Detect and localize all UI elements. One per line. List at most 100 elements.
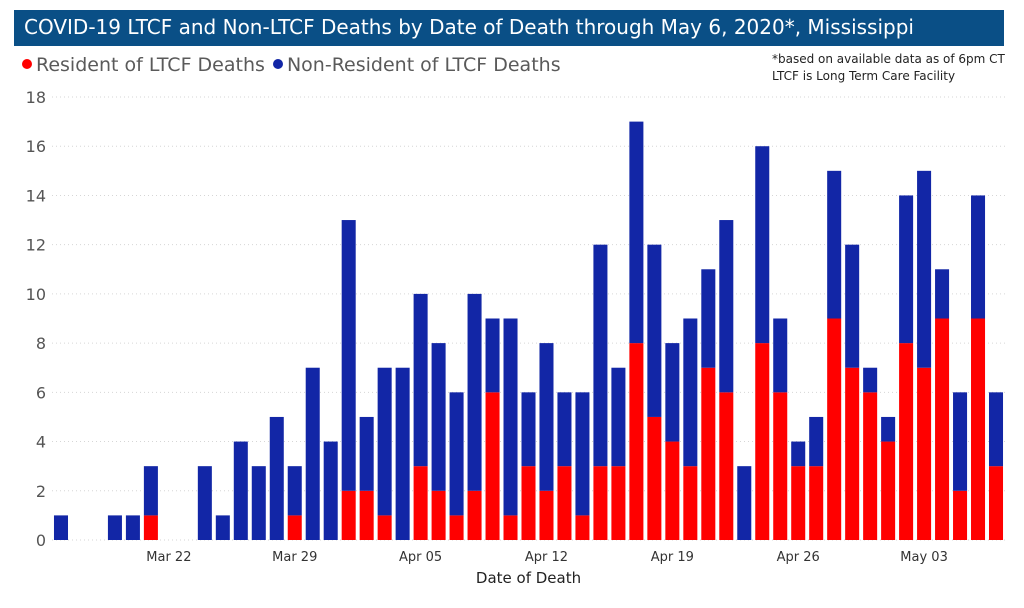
legend-dot-resident [22,59,32,69]
bar-resident-apr-03[interactable] [377,515,392,540]
bar-non-resident-mar-25[interactable] [215,515,230,540]
bar-non-resident-mar-16[interactable] [53,515,69,540]
bar-resident-apr-30[interactable] [863,392,878,540]
bar-non-resident-may-01[interactable] [881,416,896,442]
bar-non-resident-apr-05[interactable] [413,293,428,467]
bar-resident-apr-21[interactable] [701,367,716,540]
bar-non-resident-apr-22[interactable] [719,220,734,393]
bar-resident-apr-15[interactable] [593,466,608,540]
bar-resident-apr-28[interactable] [827,318,842,541]
bar-non-resident-may-03[interactable] [917,170,932,368]
bar-non-resident-apr-04[interactable] [395,367,410,540]
y-tick-label: 14 [26,186,46,205]
bar-non-resident-apr-27[interactable] [809,416,824,467]
bar-non-resident-apr-06[interactable] [431,343,446,491]
bar-non-resident-apr-23[interactable] [737,466,752,540]
bar-non-resident-apr-19[interactable] [665,343,680,442]
bar-resident-apr-10[interactable] [503,515,518,540]
bar-non-resident-apr-25[interactable] [773,318,788,393]
bar-resident-may-02[interactable] [899,343,914,540]
bar-non-resident-mar-29[interactable] [287,466,302,516]
bar-non-resident-apr-21[interactable] [701,269,716,368]
bar-non-resident-may-06[interactable] [971,195,986,319]
bar-resident-may-05[interactable] [953,490,968,540]
bar-non-resident-apr-13[interactable] [557,392,572,467]
bar-non-resident-mar-26[interactable] [233,441,248,540]
x-tick-label: Apr 05 [399,550,442,565]
chart-title: COVID-19 LTCF and Non-LTCF Deaths by Dat… [24,15,914,39]
bar-resident-apr-25[interactable] [773,392,788,540]
bar-resident-apr-17[interactable] [629,343,644,540]
bar-non-resident-mar-30[interactable] [305,367,320,540]
bar-non-resident-apr-07[interactable] [449,392,464,516]
bar-resident-apr-05[interactable] [413,466,428,540]
bar-non-resident-apr-03[interactable] [377,367,392,516]
bar-resident-apr-13[interactable] [557,466,572,540]
bar-resident-mar-21[interactable] [143,515,158,540]
bar-non-resident-apr-08[interactable] [467,293,482,491]
bar-resident-mar-29[interactable] [287,515,302,540]
bar-non-resident-apr-20[interactable] [683,318,698,467]
bar-non-resident-mar-27[interactable] [251,466,266,540]
bar-non-resident-apr-24[interactable] [755,146,770,344]
bar-resident-may-04[interactable] [935,318,950,541]
bar-non-resident-apr-11[interactable] [521,392,536,467]
bar-non-resident-apr-02[interactable] [359,416,374,491]
bar-non-resident-apr-10[interactable] [503,318,518,516]
legend-item-non-resident[interactable]: Non-Resident of LTCF Deaths [272,54,561,76]
bar-resident-apr-11[interactable] [521,466,536,540]
bar-non-resident-apr-12[interactable] [539,343,554,491]
legend-item-resident[interactable]: Resident of LTCF Deaths [22,54,265,76]
bar-resident-52[interactable] [988,466,1004,540]
bar-non-resident-mar-20[interactable] [125,515,140,540]
y-tick-label: 18 [26,88,46,107]
bar-non-resident-may-04[interactable] [935,269,950,319]
bar-non-resident-apr-09[interactable] [485,318,500,393]
bar-non-resident-apr-18[interactable] [647,244,662,417]
bar-resident-apr-06[interactable] [431,490,446,540]
bar-resident-apr-08[interactable] [467,490,482,540]
bar-resident-apr-07[interactable] [449,515,464,540]
bar-non-resident-apr-26[interactable] [791,441,806,467]
bar-resident-apr-12[interactable] [539,490,554,540]
bar-resident-apr-14[interactable] [575,515,590,540]
bar-resident-apr-16[interactable] [611,466,626,540]
footnote-ltcf-definition: LTCF is Long Term Care Facility [772,69,956,83]
bar-non-resident-mar-31[interactable] [323,441,338,540]
bar-resident-apr-18[interactable] [647,416,662,540]
bar-resident-apr-20[interactable] [683,466,698,540]
bar-resident-may-03[interactable] [917,367,932,540]
bar-resident-apr-24[interactable] [755,343,770,540]
bar-non-resident-mar-24[interactable] [197,466,212,540]
bar-non-resident-apr-29[interactable] [845,244,860,368]
bar-resident-may-01[interactable] [881,441,896,540]
bar-resident-apr-01[interactable] [341,490,356,540]
bar-non-resident-52[interactable] [988,392,1004,467]
y-tick-label: 6 [36,383,46,402]
bar-non-resident-apr-30[interactable] [863,367,878,393]
bar-non-resident-mar-19[interactable] [107,515,122,540]
y-tick-label: 12 [26,236,46,255]
footnote-data-as-of: *based on available data as of 6pm CT [772,52,1005,66]
bar-non-resident-mar-28[interactable] [269,416,284,540]
bar-resident-apr-29[interactable] [845,367,860,540]
bar-non-resident-apr-28[interactable] [827,170,842,319]
bar-resident-apr-27[interactable] [809,466,824,540]
bar-non-resident-may-05[interactable] [953,392,968,491]
bar-resident-apr-02[interactable] [359,490,374,540]
bar-resident-apr-19[interactable] [665,441,680,540]
bar-non-resident-may-02[interactable] [899,195,914,344]
bar-non-resident-apr-15[interactable] [593,244,608,467]
bar-non-resident-apr-14[interactable] [575,392,590,516]
bar-resident-apr-09[interactable] [485,392,500,540]
y-tick-label: 10 [26,285,46,304]
title-bar: COVID-19 LTCF and Non-LTCF Deaths by Dat… [14,10,1004,46]
bar-non-resident-apr-01[interactable] [341,220,356,491]
bar-non-resident-mar-21[interactable] [143,466,158,516]
bar-resident-apr-26[interactable] [791,466,806,540]
bar-resident-apr-22[interactable] [719,392,734,540]
bar-resident-may-06[interactable] [971,318,986,541]
x-tick-label: May 03 [900,550,948,565]
bar-non-resident-apr-17[interactable] [629,121,644,344]
bar-non-resident-apr-16[interactable] [611,367,626,467]
